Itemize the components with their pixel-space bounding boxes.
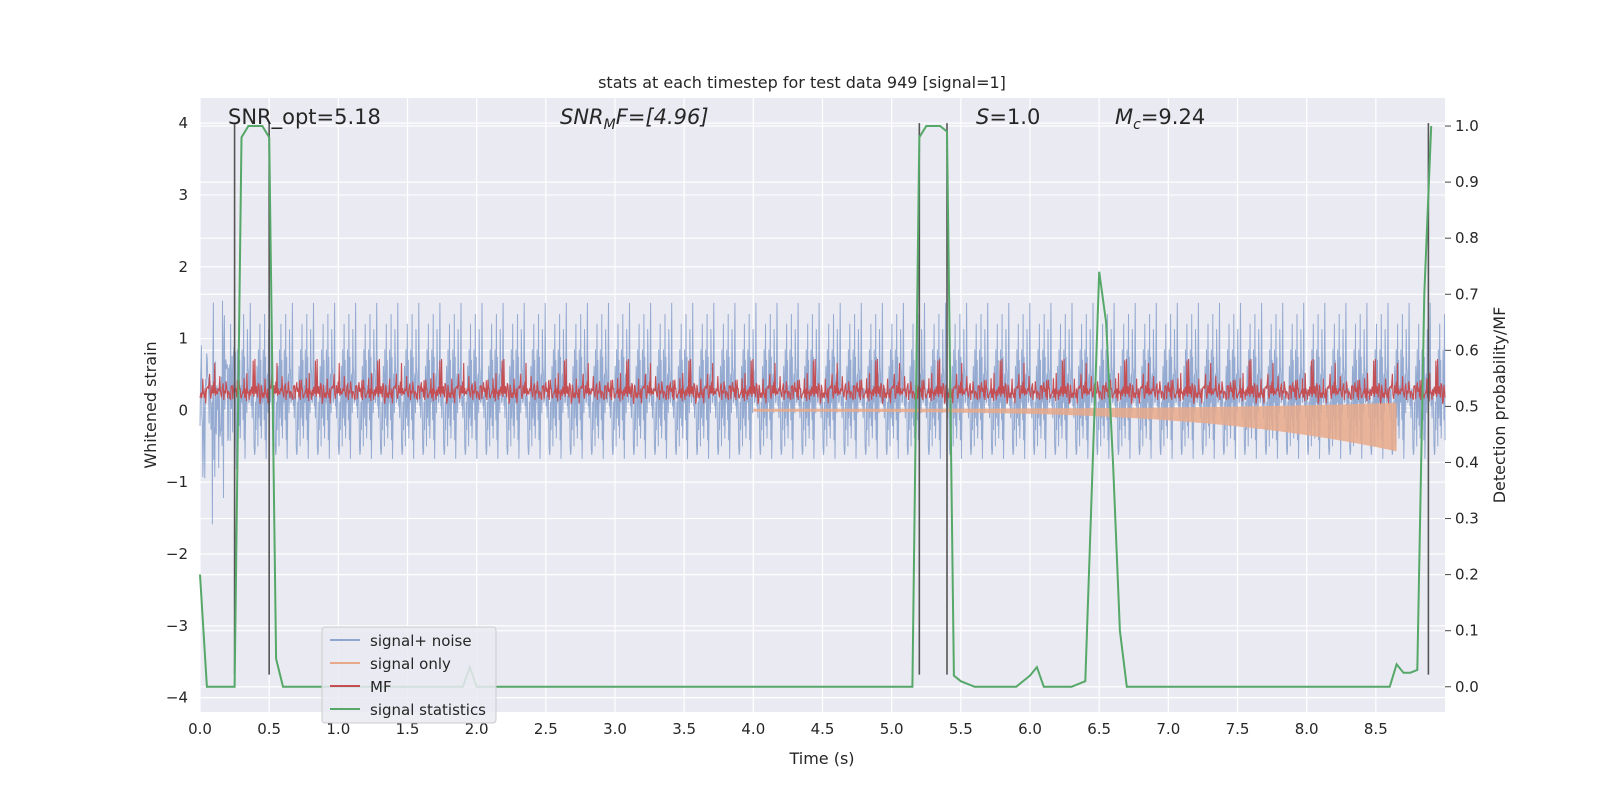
annotation-mc-value: =9.24 bbox=[1141, 105, 1205, 129]
series-signal-noise bbox=[199, 300, 1446, 525]
x-tick-label: 4.0 bbox=[741, 720, 765, 738]
y-tick-label: 2 bbox=[178, 258, 188, 276]
annotation-mc-base: M bbox=[1115, 105, 1133, 129]
annotation-snr-mf-base: SNR bbox=[560, 105, 604, 129]
y-tick-label: 4 bbox=[178, 114, 188, 132]
x-tick-label: 2.5 bbox=[534, 720, 558, 738]
legend-label-mf: MF bbox=[370, 678, 392, 696]
x-tick-label: 4.5 bbox=[811, 720, 835, 738]
x-tick-label: 7.0 bbox=[1156, 720, 1180, 738]
x-tick-label: 3.5 bbox=[672, 720, 696, 738]
x-tick-label: 1.5 bbox=[396, 720, 420, 738]
y2-axis-ticks: 0.0 0.1 0.2 0.3 0.4 0.5 0.6 0.7 0.8 0.9 1.0 bbox=[1445, 117, 1479, 696]
y2-tick-label: 0.9 bbox=[1455, 173, 1479, 191]
y2-tick-label: 0.2 bbox=[1455, 566, 1479, 584]
y2-tick-label: 0.3 bbox=[1455, 510, 1479, 528]
x-tick-label: 0.0 bbox=[188, 720, 212, 738]
y-tick-label: 1 bbox=[178, 330, 188, 348]
x-tick-label: 8.0 bbox=[1295, 720, 1319, 738]
y-tick-label: −2 bbox=[166, 545, 188, 563]
annotation-snr-mf-rest: F=[4.96] bbox=[616, 105, 709, 129]
y-tick-label: −1 bbox=[166, 473, 188, 491]
x-axis-label: Time (s) bbox=[788, 749, 854, 768]
y2-tick-label: 0.8 bbox=[1455, 229, 1479, 247]
x-tick-label: 2.0 bbox=[465, 720, 489, 738]
y-tick-label: 3 bbox=[178, 186, 188, 204]
annotation-s-label: S bbox=[976, 105, 989, 129]
y-tick-label: −4 bbox=[166, 689, 188, 707]
annotation-mc: Mc=9.24 bbox=[1115, 105, 1205, 133]
x-axis-ticks: 0.0 0.5 1.0 1.5 2.0 2.5 3.0 3.5 4.0 4.5 5.0 5.5 6.0 6… bbox=[188, 720, 1388, 738]
x-tick-label: 6.0 bbox=[1018, 720, 1042, 738]
series-mf bbox=[199, 358, 1446, 404]
y2-tick-label: 0.4 bbox=[1455, 453, 1479, 471]
legend-box bbox=[321, 626, 497, 724]
x-tick-label: 0.5 bbox=[257, 720, 281, 738]
annotation-mc-sub: c bbox=[1133, 117, 1141, 133]
y2-tick-label: 1.0 bbox=[1455, 117, 1479, 135]
x-tick-label: 5.5 bbox=[949, 720, 973, 738]
x-tick-label: 1.0 bbox=[326, 720, 350, 738]
y-tick-label: 0 bbox=[178, 401, 188, 419]
legend-label-signal-only: signal only bbox=[370, 655, 451, 673]
y2-tick-label: 0.5 bbox=[1455, 397, 1479, 415]
y-axis-label: Whitened strain bbox=[141, 341, 160, 468]
series-signal-statistics bbox=[199, 125, 1433, 688]
series-layer bbox=[199, 123, 1446, 688]
x-tick-label: 8.5 bbox=[1364, 720, 1388, 738]
annotation-snr-opt: SNR_opt=5.18 bbox=[228, 105, 381, 130]
y2-axis-label: Detection probability/MF bbox=[1490, 307, 1509, 504]
y2-tick-label: 0.6 bbox=[1455, 341, 1479, 359]
legend: signal+ noise signal only MF signal stat… bbox=[321, 626, 497, 724]
x-tick-label: 5.0 bbox=[880, 720, 904, 738]
annotation-s: S=1.0 bbox=[976, 105, 1040, 129]
legend-label-signal-statistics: signal statistics bbox=[370, 701, 486, 719]
y-tick-label: −3 bbox=[166, 617, 188, 635]
y2-tick-label: 0.1 bbox=[1455, 622, 1479, 640]
x-tick-label: 6.5 bbox=[1087, 720, 1111, 738]
chart-title: stats at each timestep for test data 949… bbox=[598, 73, 1006, 92]
legend-label-signal-noise: signal+ noise bbox=[370, 632, 472, 650]
annotation-snr-mf-sub: M bbox=[604, 117, 616, 133]
y-axis-ticks: −4 −3 −2 −1 0 1 2 3 4 bbox=[166, 114, 188, 707]
series-signal-only bbox=[753, 402, 1397, 452]
annotation-s-value: =1.0 bbox=[989, 105, 1040, 129]
x-tick-label: 3.0 bbox=[603, 720, 627, 738]
x-tick-label: 7.5 bbox=[1226, 720, 1250, 738]
y2-tick-label: 0.0 bbox=[1455, 678, 1479, 696]
y2-tick-label: 0.7 bbox=[1455, 285, 1479, 303]
annotation-snr-mf: SNRMF=[4.96] bbox=[560, 105, 709, 133]
